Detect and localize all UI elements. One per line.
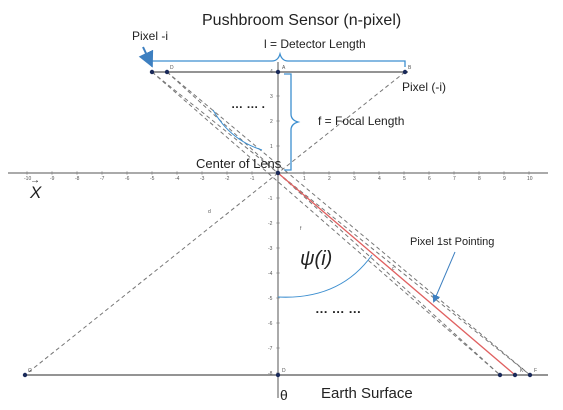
point-label: G: [28, 368, 32, 374]
x-tick: -6: [125, 176, 130, 182]
y-tick: 1: [270, 144, 273, 150]
x-tick: -2: [225, 176, 230, 182]
y-tick: -5: [268, 296, 273, 302]
x-tick: 3: [353, 176, 356, 182]
point-label: d: [208, 209, 211, 215]
point-label: K: [520, 368, 524, 374]
detector-length-bracket: [151, 51, 406, 67]
x-tick: 10: [527, 176, 533, 182]
focal-length-label: f = Focal Length: [318, 114, 404, 128]
pixel-left-label: Pixel -i: [132, 29, 168, 43]
point-label: D: [282, 368, 286, 374]
x-tick: 5: [403, 176, 406, 182]
point-label: f: [300, 226, 302, 232]
y-tick: 3: [270, 94, 273, 100]
x-tick: -3: [200, 176, 205, 182]
x-tick: 4: [378, 176, 381, 182]
diagram-title: Pushbroom Sensor (n-pixel): [202, 12, 401, 29]
dots-bottom: … … …: [315, 301, 361, 316]
x-tick: -4: [175, 176, 180, 182]
point-label: A: [282, 65, 286, 71]
dashed-rays: [24, 71, 531, 376]
point-label: c: [392, 266, 395, 272]
y-tick: -4: [268, 271, 273, 277]
pixel-left-arrow: [138, 46, 154, 68]
y-tick: -1: [268, 196, 273, 202]
point-label: F: [534, 368, 537, 374]
y-tick: -8: [268, 371, 273, 377]
x-tick: 2: [328, 176, 331, 182]
y-tick: 2: [270, 119, 273, 125]
x-tick: -10: [24, 176, 31, 182]
x-tick: -9: [50, 176, 55, 182]
x-tick: 6: [428, 176, 431, 182]
upper-angle-arc: [212, 109, 263, 151]
y-tick: -7: [268, 346, 273, 352]
y-tick: -6: [268, 321, 273, 327]
y-axis-tick-labels: 1 2 3 4 -1 -2 -3 -4 -5 -6 -7 -8: [268, 69, 273, 377]
psi-angle-arc: [277, 254, 373, 298]
pixel-first-pointing-ray: [277, 172, 516, 376]
detector-length-label: l = Detector Length: [264, 37, 366, 51]
x-tick: 8: [478, 176, 481, 182]
x-tick: 7: [453, 176, 456, 182]
point-label: B: [408, 65, 412, 71]
dots-top: … … .: [231, 97, 265, 111]
earth-surface-label: Earth Surface: [321, 385, 413, 402]
center-of-lens-label: Center of Lens: [196, 156, 282, 171]
psi-label: ψ(i): [300, 248, 332, 270]
theta-label: θ: [280, 387, 288, 403]
x-tick: -7: [100, 176, 105, 182]
x-axis-label: X: [29, 183, 42, 202]
x-tick: -1: [250, 176, 255, 182]
x-tick: -5: [150, 176, 155, 182]
x-axis-tick-labels: -10 -9 -8 -7 -6 -5 -4 -3 -2 -1 1 2 3 4 5…: [24, 176, 533, 182]
pointing-arrow: [432, 251, 456, 303]
y-tick: -2: [268, 221, 273, 227]
x-tick: 1: [303, 176, 306, 182]
x-vector-arrow: →: [30, 175, 40, 186]
pixel-first-pointing-label: Pixel 1st Pointing: [410, 236, 494, 248]
pixel-right-label: Pixel (-i): [402, 80, 446, 94]
point-label: D: [170, 65, 174, 71]
diagram-points: [22, 69, 533, 378]
x-tick: -8: [75, 176, 80, 182]
point-labels: D A B G D K F d f c: [28, 65, 537, 374]
x-tick: 9: [503, 176, 506, 182]
focal-length-bracket: [284, 73, 301, 171]
y-tick: -3: [268, 246, 273, 252]
